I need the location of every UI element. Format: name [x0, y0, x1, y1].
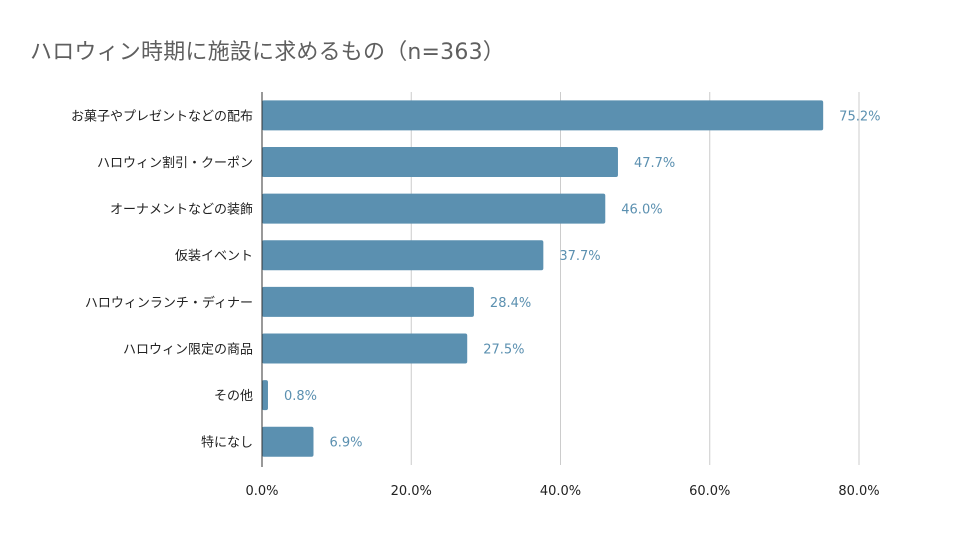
value-label-0: 75.2%	[839, 109, 880, 124]
x-tick-label-1: 20.0%	[391, 484, 432, 499]
value-label-2: 46.0%	[621, 203, 662, 218]
x-tick-label-0: 0.0%	[245, 484, 278, 499]
value-label-3: 37.7%	[559, 249, 600, 264]
value-label-6: 0.8%	[284, 389, 317, 404]
category-label-5: ハロウィン限定の商品	[123, 342, 253, 357]
category-label-0: お菓子やプレゼントなどの配布	[71, 109, 253, 124]
bar-5	[262, 333, 468, 364]
x-tick-label-4: 80.0%	[838, 484, 879, 499]
value-label-7: 6.9%	[329, 436, 362, 451]
bar-3	[262, 240, 544, 271]
bar-0	[262, 100, 824, 131]
category-label-7: 特になし	[201, 436, 253, 451]
bar-2	[262, 193, 606, 224]
value-label-4: 28.4%	[490, 296, 531, 311]
bar-6	[262, 380, 268, 411]
value-label-1: 47.7%	[634, 156, 675, 171]
chart-title: ハロウィン時期に施設に求めるもの（n=363）	[30, 40, 505, 65]
category-label-1: ハロウィン割引・クーポン	[97, 155, 253, 171]
category-label-2: オーナメントなどの装飾	[110, 203, 253, 218]
value-label-5: 27.5%	[483, 342, 524, 357]
x-tick-label-2: 40.0%	[540, 484, 581, 499]
bar-4	[262, 286, 474, 317]
bar-1	[262, 146, 618, 177]
bar-7	[262, 426, 314, 457]
category-label-6: その他	[214, 389, 253, 404]
x-tick-label-3: 60.0%	[689, 484, 730, 499]
category-label-3: 仮装イベント	[175, 249, 253, 264]
category-label-4: ハロウィンランチ・ディナー	[85, 295, 253, 311]
